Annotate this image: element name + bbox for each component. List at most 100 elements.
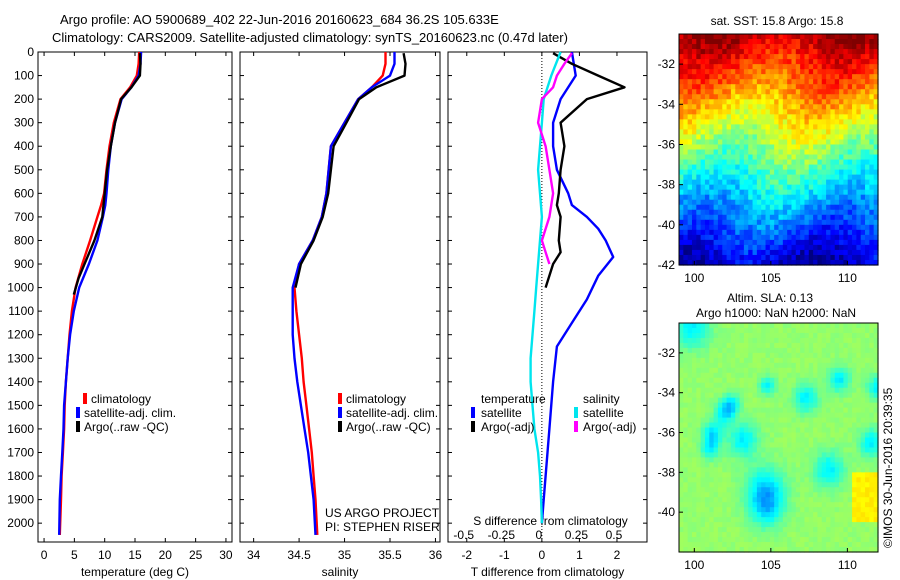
map-cell	[821, 109, 827, 115]
map-cell	[743, 49, 749, 55]
map-cell	[826, 362, 832, 369]
map-cell	[765, 437, 771, 444]
map-cell	[847, 144, 853, 151]
map-cell	[679, 159, 684, 166]
map-cell	[743, 224, 749, 231]
map-cell	[856, 507, 862, 513]
map-cell	[860, 417, 866, 424]
map-cell	[808, 547, 814, 553]
map-cell	[826, 392, 832, 399]
map-cell	[748, 457, 754, 463]
map-cell	[774, 249, 780, 256]
map-cell	[808, 59, 814, 65]
map-cell	[726, 119, 732, 125]
map-cell	[839, 417, 844, 424]
map-cell	[774, 144, 780, 151]
map-cell	[756, 382, 762, 389]
map-cell	[847, 462, 853, 468]
map-cell	[830, 427, 836, 434]
map-cell	[869, 114, 875, 120]
map-cell	[696, 44, 702, 50]
map-cell	[865, 372, 870, 379]
map-cell	[687, 259, 693, 266]
map-cell	[873, 377, 879, 384]
map-cell	[743, 497, 749, 503]
map-cell	[852, 154, 857, 161]
map-cell	[782, 492, 788, 498]
map-cell	[691, 244, 697, 251]
map-cell	[860, 547, 866, 553]
map-cell	[726, 189, 732, 196]
map-cell	[761, 89, 767, 95]
map-cell	[696, 84, 702, 90]
map-cell	[843, 69, 849, 75]
map-cell	[717, 244, 723, 251]
map-cell	[696, 154, 702, 161]
map-cell	[839, 144, 844, 151]
map-cell	[839, 124, 844, 131]
map-cell	[713, 407, 719, 414]
title-line-2: Climatology: CARS2009. Satellite-adjuste…	[52, 30, 568, 45]
map-cell	[873, 492, 879, 498]
map-cell	[756, 154, 762, 161]
map-cell	[769, 512, 775, 518]
map-cell	[709, 362, 715, 369]
map-cell	[830, 229, 836, 236]
map-cell	[830, 362, 836, 369]
map-cell	[761, 154, 767, 161]
map-cell	[739, 542, 745, 548]
map-cell	[813, 462, 819, 468]
map-cell	[791, 224, 797, 231]
map-cell	[787, 144, 793, 151]
map-cell	[679, 129, 684, 136]
map-cell	[869, 472, 875, 478]
map-cell	[696, 492, 702, 498]
map-cell	[683, 332, 689, 339]
map-cell	[739, 457, 745, 463]
map-cell	[795, 497, 801, 503]
map-cell	[869, 542, 875, 548]
map-cell	[873, 254, 879, 261]
map-cell	[709, 507, 715, 513]
map-cell	[735, 124, 741, 131]
map-cell	[709, 69, 715, 75]
map-xtick-label: 110	[838, 558, 857, 572]
map-cell	[778, 432, 784, 439]
map-cell	[743, 164, 749, 171]
map-cell	[683, 387, 689, 394]
map-cell	[743, 154, 749, 161]
map-cell	[683, 239, 689, 246]
map-cell	[752, 522, 758, 528]
map-cell	[713, 124, 719, 131]
map-cell	[782, 337, 788, 344]
map-cell	[804, 502, 810, 508]
map-cell	[860, 184, 866, 191]
map-cell	[704, 154, 710, 161]
map-cell	[687, 332, 693, 339]
map-cell	[752, 154, 758, 161]
map-cell	[769, 139, 775, 146]
map-cell	[722, 119, 728, 125]
map-cell	[743, 487, 749, 493]
map-cell	[700, 44, 706, 50]
map-cell	[817, 462, 823, 468]
map-cell	[865, 114, 870, 120]
map-cell	[834, 139, 840, 146]
map-cell	[856, 149, 862, 156]
map-cell	[847, 412, 853, 419]
map-cell	[830, 397, 836, 404]
map-cell	[730, 467, 736, 473]
map-cell	[834, 44, 840, 50]
map-cell	[774, 377, 780, 384]
map-cell	[739, 432, 745, 439]
map-cell	[765, 323, 771, 329]
map-cell	[774, 174, 780, 181]
map-cell	[856, 219, 862, 226]
map-cell	[821, 432, 827, 439]
map-cell	[856, 352, 862, 359]
map-cell	[843, 442, 849, 449]
map-cell	[735, 407, 741, 414]
map-cell	[787, 119, 793, 125]
map-cell	[817, 382, 823, 389]
map-cell	[821, 527, 827, 533]
